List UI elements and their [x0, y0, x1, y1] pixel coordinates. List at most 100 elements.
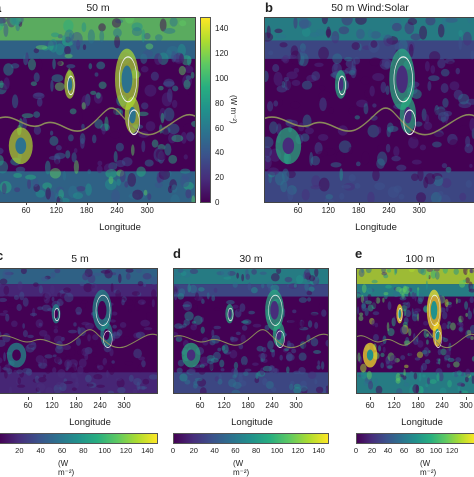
field-cell: [309, 275, 315, 281]
field-cell: [83, 44, 86, 50]
field-cell: [447, 380, 452, 387]
field-cell: [111, 283, 114, 292]
field-cell: [2, 333, 10, 342]
field-cell: [321, 361, 324, 369]
field-cell: [360, 76, 370, 84]
x-tick-mark: [28, 397, 29, 400]
field-cell: [207, 358, 215, 364]
field-cell: [357, 306, 359, 314]
field-cell: [105, 169, 117, 178]
field-cell: [146, 121, 156, 131]
field-cell: [273, 100, 278, 106]
x-tick-mark: [87, 202, 88, 205]
field-cell: [377, 127, 381, 134]
field-cell: [253, 324, 262, 328]
field-cell: [161, 113, 165, 123]
field-cell: [179, 66, 186, 75]
field-cell: [158, 86, 163, 91]
field-cell: [282, 352, 286, 361]
field-cell: [105, 362, 113, 369]
colorbar-tick-label: 80: [215, 99, 224, 108]
field-cell: [88, 63, 92, 69]
field-cell: [36, 319, 44, 328]
field-cell: [143, 379, 150, 385]
field-cell: [33, 111, 40, 118]
field-cell: [453, 361, 460, 367]
field-cell: [458, 125, 470, 137]
field-cell: [381, 34, 392, 38]
field-cell: [113, 28, 122, 37]
field-cell: [174, 323, 182, 329]
field-cell: [355, 115, 360, 119]
field-cell: [305, 127, 314, 134]
colorbar-tick-label: 80: [79, 446, 87, 455]
x-tick-mark: [248, 397, 249, 400]
field-cell: [13, 173, 22, 178]
hotspot-core: [435, 329, 439, 340]
field-cell: [57, 60, 62, 65]
field-cell: [293, 371, 300, 375]
field-cell: [50, 168, 61, 179]
field-cell: [124, 336, 130, 340]
field-cell: [235, 322, 241, 326]
field-cell: [296, 275, 303, 284]
field-cell: [267, 167, 279, 175]
field-cell: [112, 18, 121, 28]
field-cell: [314, 379, 317, 384]
field-cell: [179, 288, 185, 296]
field-cell: [447, 363, 450, 367]
field-cell: [355, 183, 361, 189]
field-cell: [364, 103, 369, 114]
field-cell: [469, 164, 473, 168]
field-cell: [447, 324, 450, 329]
field-cell: [380, 353, 384, 357]
field-cell: [319, 97, 327, 111]
field-cell: [367, 371, 372, 380]
field-cell: [118, 274, 121, 283]
x-tick-mark: [419, 202, 420, 205]
field-cell: [143, 273, 152, 279]
field-cell: [428, 75, 439, 81]
field-cell: [262, 378, 268, 386]
field-cell: [120, 170, 126, 182]
field-cell: [144, 327, 152, 330]
field-cell: [152, 299, 155, 307]
field-cell: [370, 40, 377, 48]
x-tick-mark: [117, 202, 118, 205]
field-cell: [87, 169, 91, 174]
field-cell: [143, 282, 146, 287]
colorbar: [173, 433, 329, 444]
field-cell: [336, 151, 345, 162]
field-cell: [326, 194, 333, 200]
field-cell: [360, 364, 366, 373]
field-cell: [33, 179, 39, 187]
field-cell: [330, 36, 339, 41]
field-cell: [429, 51, 440, 62]
field-cell: [11, 321, 18, 327]
field-cell: [68, 330, 77, 334]
field-cell: [187, 90, 191, 95]
colorbar-tick-label: 40: [210, 446, 218, 455]
x-tick-label: 180: [69, 401, 82, 410]
heatmap-field: [0, 18, 195, 202]
field-cell: [427, 81, 431, 91]
field-cell: [458, 94, 469, 105]
map-plot: [0, 268, 158, 394]
field-cell: [96, 62, 105, 70]
colorbar-tick-label: 120: [292, 446, 305, 455]
field-cell: [201, 299, 205, 304]
field-cell: [412, 384, 419, 393]
field-cell: [339, 26, 350, 34]
field-cell: [71, 32, 82, 46]
field-cell: [396, 373, 401, 382]
field-cell: [141, 102, 148, 109]
field-cell: [426, 271, 429, 279]
field-cell: [19, 291, 24, 300]
field-cell: [42, 305, 52, 312]
field-cell: [97, 161, 102, 166]
field-cell: [408, 292, 410, 301]
field-cell: [65, 54, 73, 59]
field-cell: [84, 353, 88, 360]
field-cell: [97, 165, 103, 173]
field-cell: [133, 378, 142, 385]
